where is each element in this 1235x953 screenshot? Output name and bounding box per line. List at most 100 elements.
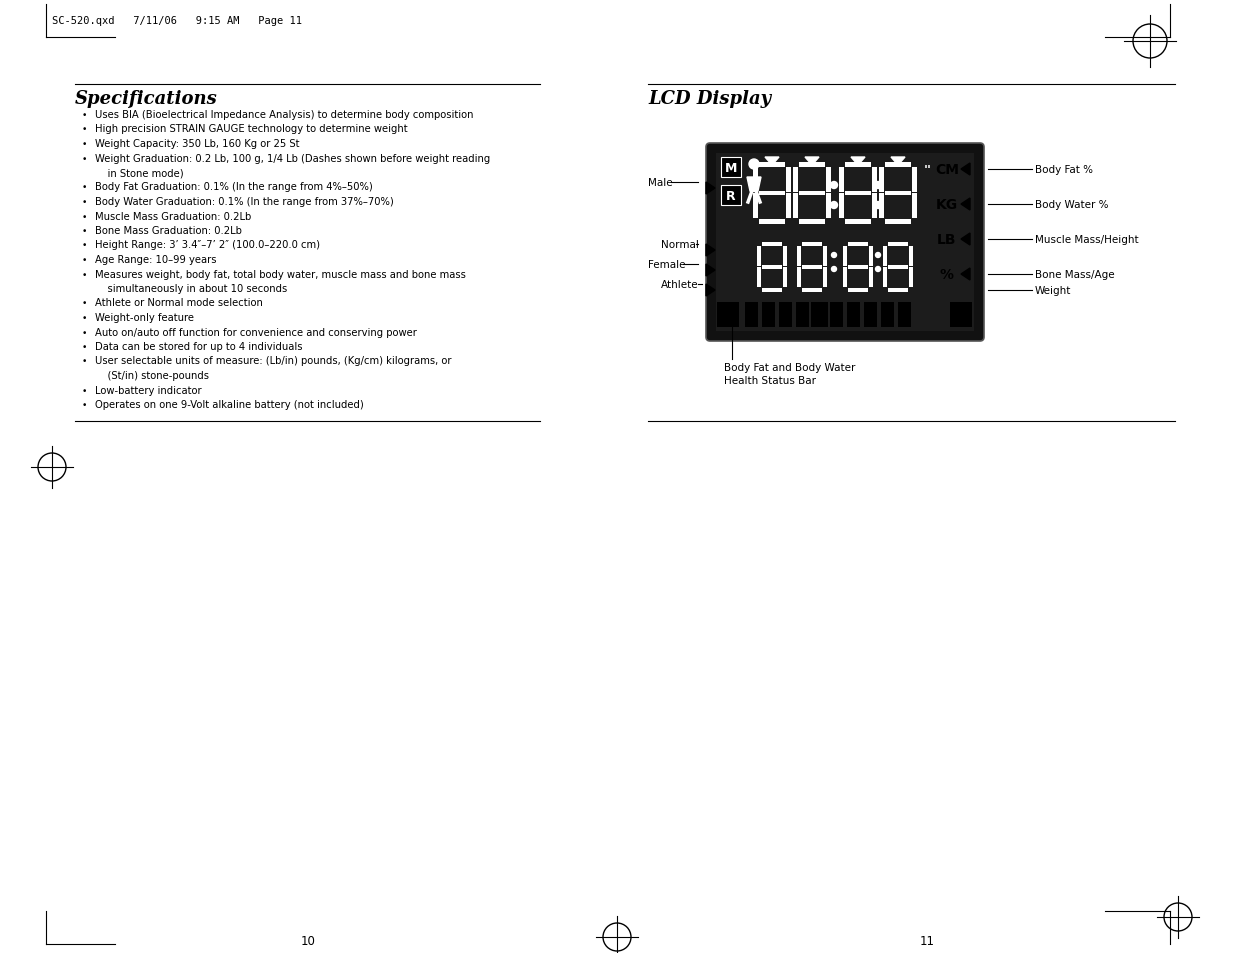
Polygon shape <box>706 245 715 256</box>
Bar <box>793 193 798 219</box>
Bar <box>909 247 913 267</box>
Polygon shape <box>747 178 761 192</box>
Bar <box>883 247 887 267</box>
Bar <box>757 247 761 267</box>
Bar <box>797 303 809 328</box>
Text: (St/in) stone-pounds: (St/in) stone-pounds <box>95 371 209 380</box>
Text: Body Fat and Body Water: Body Fat and Body Water <box>724 363 856 373</box>
Text: CM: CM <box>935 163 960 177</box>
Bar <box>826 168 831 193</box>
Circle shape <box>874 202 882 210</box>
Bar <box>762 243 782 247</box>
Text: •: • <box>82 271 88 279</box>
Bar <box>760 220 785 225</box>
Text: Age Range: 10–99 years: Age Range: 10–99 years <box>95 254 216 265</box>
Bar <box>847 303 860 328</box>
Bar <box>950 303 972 328</box>
Bar <box>848 266 868 270</box>
Polygon shape <box>851 158 864 166</box>
Bar <box>760 192 785 196</box>
Circle shape <box>830 182 837 190</box>
Text: •: • <box>82 386 88 395</box>
Bar <box>757 268 761 288</box>
Text: Weight-only feature: Weight-only feature <box>95 313 194 323</box>
Text: •: • <box>82 314 88 323</box>
Bar <box>879 168 884 193</box>
Text: LB: LB <box>937 233 957 247</box>
Text: SC-520.qxd   7/11/06   9:15 AM   Page 11: SC-520.qxd 7/11/06 9:15 AM Page 11 <box>52 16 303 26</box>
Bar <box>785 168 790 193</box>
Bar <box>848 243 868 247</box>
Polygon shape <box>706 265 715 276</box>
Bar <box>869 268 873 288</box>
Polygon shape <box>890 158 905 166</box>
Text: '': '' <box>924 163 932 176</box>
Bar <box>802 243 823 247</box>
Text: •: • <box>82 343 88 352</box>
Text: 10: 10 <box>300 934 315 947</box>
FancyBboxPatch shape <box>706 144 984 341</box>
Bar <box>845 163 871 168</box>
Text: Auto on/auto off function for convenience and conserving power: Auto on/auto off function for convenienc… <box>95 327 417 337</box>
Text: Bone Mass/Age: Bone Mass/Age <box>1035 270 1115 280</box>
Text: Muscle Mass/Height: Muscle Mass/Height <box>1035 234 1139 245</box>
Bar <box>823 268 827 288</box>
Text: Female: Female <box>648 260 685 270</box>
Bar <box>760 163 785 168</box>
Circle shape <box>748 160 760 170</box>
Text: •: • <box>82 400 88 410</box>
Text: Normal: Normal <box>661 240 699 250</box>
Text: Weight Graduation: 0.2 Lb, 100 g, 1/4 Lb (Dashes shown before weight reading: Weight Graduation: 0.2 Lb, 100 g, 1/4 Lb… <box>95 153 490 163</box>
Bar <box>881 303 894 328</box>
Text: Specifications: Specifications <box>75 90 217 108</box>
Bar <box>826 193 831 219</box>
Text: •: • <box>82 140 88 149</box>
Text: Athlete or Normal mode selection: Athlete or Normal mode selection <box>95 298 263 308</box>
Text: •: • <box>82 111 88 120</box>
Text: •: • <box>82 328 88 337</box>
Bar <box>913 168 918 193</box>
Bar <box>721 158 741 178</box>
Bar <box>909 268 913 288</box>
Bar <box>753 168 758 193</box>
Circle shape <box>876 267 881 273</box>
Text: Uses BIA (Bioelectrical Impedance Analysis) to determine body composition: Uses BIA (Bioelectrical Impedance Analys… <box>95 110 473 120</box>
Circle shape <box>876 253 881 258</box>
Bar <box>839 168 844 193</box>
Bar <box>753 193 758 219</box>
Bar <box>793 168 798 193</box>
Text: Muscle Mass Graduation: 0.2Lb: Muscle Mass Graduation: 0.2Lb <box>95 212 251 221</box>
Text: Weight Capacity: 350 Lb, 160 Kg or 25 St: Weight Capacity: 350 Lb, 160 Kg or 25 St <box>95 139 300 149</box>
Polygon shape <box>706 285 715 296</box>
Bar <box>844 268 847 288</box>
Bar <box>898 303 911 328</box>
Text: •: • <box>82 241 88 251</box>
Polygon shape <box>805 158 819 166</box>
Text: simultaneously in about 10 seconds: simultaneously in about 10 seconds <box>95 284 288 294</box>
Bar <box>716 153 974 332</box>
Bar <box>885 220 911 225</box>
Circle shape <box>874 182 882 190</box>
Bar <box>888 266 908 270</box>
Text: Body Water %: Body Water % <box>1035 200 1109 210</box>
Bar <box>864 303 877 328</box>
Bar <box>762 266 782 270</box>
Text: •: • <box>82 227 88 235</box>
Text: Body Fat Graduation: 0.1% (In the range from 4%–50%): Body Fat Graduation: 0.1% (In the range … <box>95 182 373 193</box>
Bar <box>883 268 887 288</box>
Text: •: • <box>82 198 88 207</box>
Text: •: • <box>82 213 88 221</box>
Bar <box>839 193 844 219</box>
Polygon shape <box>706 183 715 194</box>
Bar <box>799 192 825 196</box>
Bar <box>830 303 844 328</box>
Bar <box>802 289 823 293</box>
Circle shape <box>831 253 836 258</box>
Text: Weight: Weight <box>1035 286 1072 295</box>
Text: •: • <box>82 126 88 134</box>
Bar <box>888 289 908 293</box>
Bar <box>913 193 918 219</box>
Bar <box>797 247 802 267</box>
Bar <box>885 192 911 196</box>
Bar <box>845 220 871 225</box>
